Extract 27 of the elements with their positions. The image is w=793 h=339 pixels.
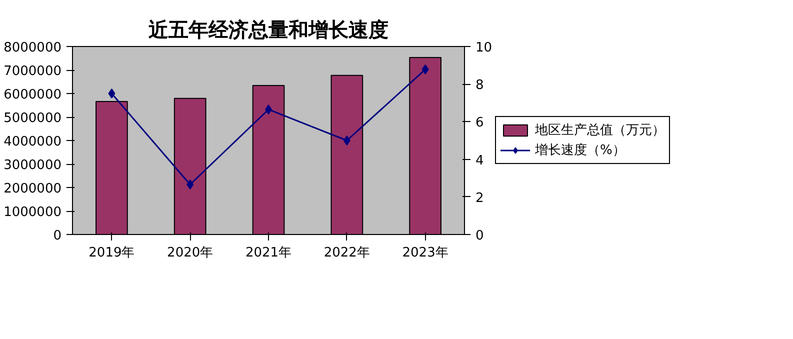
y-tick-label: 2000000 bbox=[4, 182, 62, 196]
y-tick-label: 5000000 bbox=[4, 111, 62, 126]
x-tick-label: 2021年 bbox=[245, 246, 292, 260]
x-tick-label: 2020年 bbox=[167, 246, 214, 260]
y-tick-label: 6000000 bbox=[4, 88, 62, 102]
y2-tick-label: 2 bbox=[476, 190, 484, 206]
y-tick-label: 4000000 bbox=[4, 134, 62, 150]
y2-tick-label: 8 bbox=[476, 78, 484, 94]
point bbox=[108, 88, 116, 98]
y2-tick-label: 4 bbox=[476, 153, 484, 168]
y-tick-label: 3000000 bbox=[4, 158, 62, 173]
point bbox=[343, 136, 350, 146]
y2-tick-label: 0 bbox=[476, 228, 484, 244]
y-tick-label: 7000000 bbox=[4, 64, 62, 79]
y-tick-label: 0 bbox=[53, 228, 62, 244]
legend-label: 地区生产总值（万元） bbox=[535, 122, 665, 139]
point bbox=[186, 179, 194, 190]
y2-tick-label: 6 bbox=[476, 116, 484, 131]
y2-tick-label: 10 bbox=[476, 40, 492, 56]
chart-title: 近五年经济总量和增长速度 bbox=[148, 18, 388, 42]
x-tick-label: 2022年 bbox=[324, 246, 370, 260]
x-tick-label: 2023年 bbox=[402, 246, 448, 260]
legend-label: 增长速度（%） bbox=[535, 142, 626, 159]
y-tick-label: 8000000 bbox=[4, 40, 62, 56]
point bbox=[422, 64, 429, 74]
y-tick-label: 1000000 bbox=[4, 205, 62, 220]
x-tick-label: 2019年 bbox=[88, 246, 135, 260]
